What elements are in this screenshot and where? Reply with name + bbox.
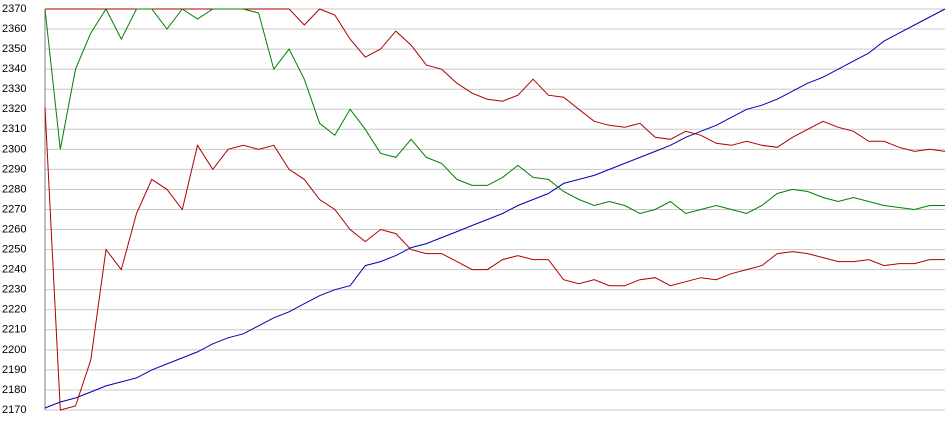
- y-tick-label: 2320: [2, 103, 26, 115]
- y-tick-label: 2360: [2, 23, 26, 35]
- y-tick-label: 2370: [2, 3, 26, 15]
- y-tick-label: 2200: [2, 344, 26, 356]
- line-series: [45, 8, 946, 152]
- line-series: [44, 107, 945, 411]
- y-tick-label: 2250: [2, 244, 26, 256]
- y-tick-label: 2230: [2, 284, 26, 296]
- y-tick-label: 2260: [2, 223, 26, 235]
- y-tick-label: 2180: [2, 384, 26, 396]
- line-series: [44, 8, 946, 409]
- y-tick-label: 2330: [2, 83, 26, 95]
- y-tick-label: 2270: [2, 203, 26, 215]
- y-tick-label: 2170: [2, 404, 26, 416]
- y-tick-label: 2350: [2, 43, 26, 55]
- y-tick-label: 2280: [2, 183, 26, 195]
- y-tick-label: 2240: [2, 264, 26, 276]
- y-tick-label: 2300: [2, 143, 26, 155]
- y-tick-label: 2210: [2, 324, 26, 336]
- y-tick-label: 2310: [2, 123, 26, 135]
- y-tick-label: 2220: [2, 304, 26, 316]
- y-tick-label: 2290: [2, 163, 26, 175]
- line-series: [44, 7, 945, 215]
- y-tick-label: 2190: [2, 364, 26, 376]
- y-tick-label: 2340: [2, 63, 26, 75]
